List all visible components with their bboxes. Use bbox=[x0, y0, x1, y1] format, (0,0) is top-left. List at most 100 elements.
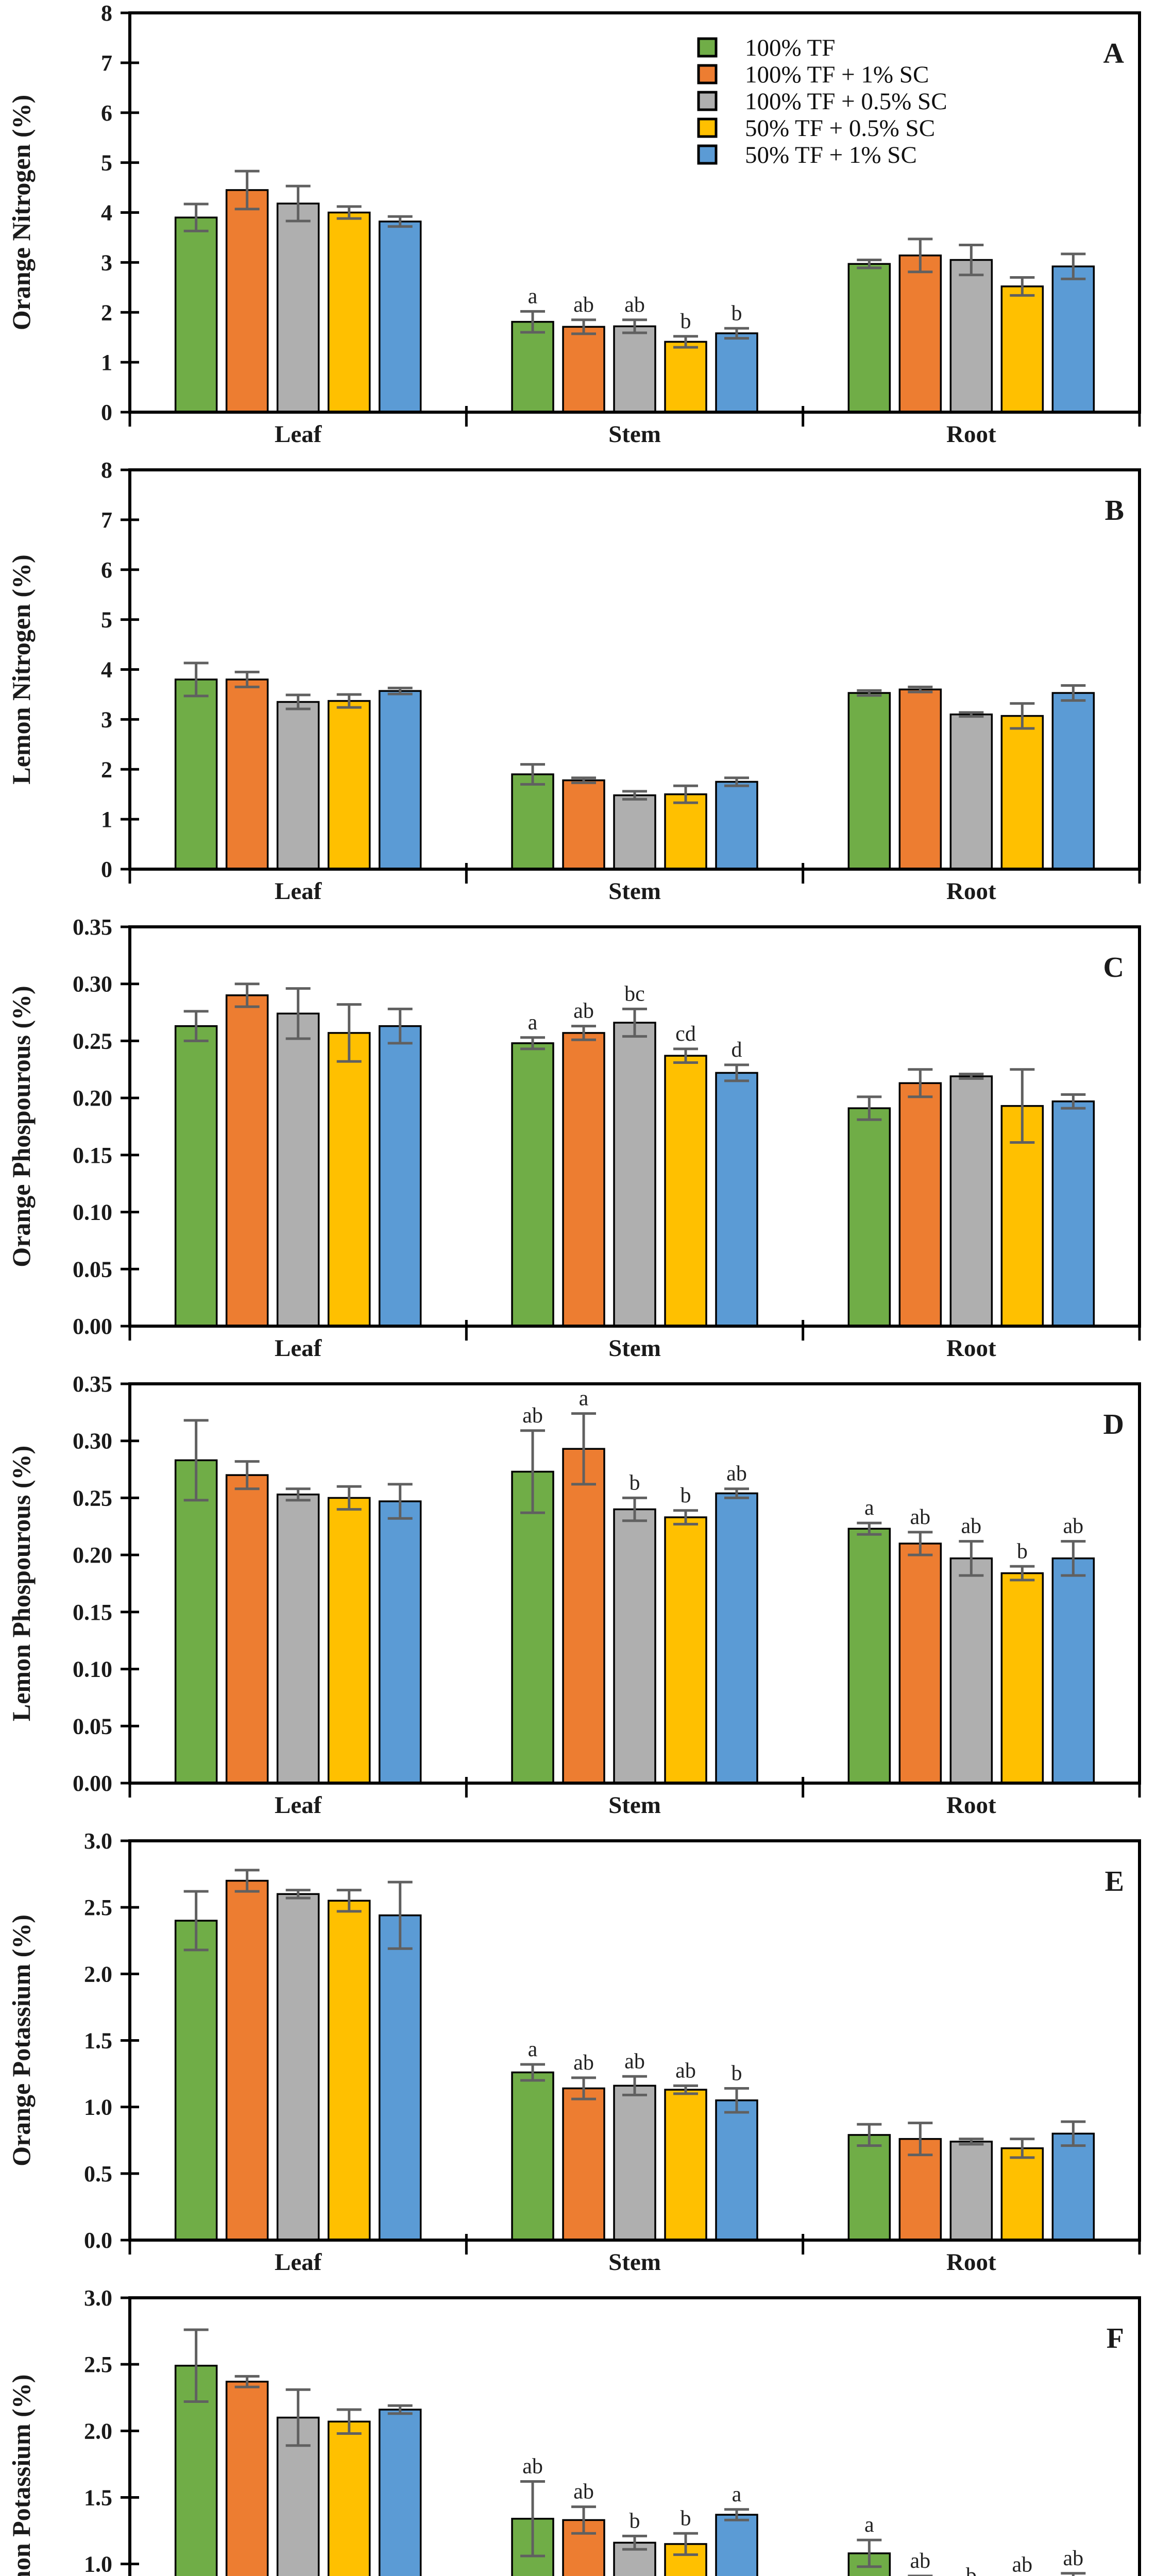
error-bar bbox=[673, 2532, 698, 2556]
error-bar bbox=[387, 686, 413, 696]
y-tick-label: 0 bbox=[101, 857, 112, 882]
error-bar bbox=[673, 784, 698, 804]
y-tick-label: 5 bbox=[101, 150, 112, 176]
bar-stem-series3 bbox=[613, 1022, 656, 1327]
error-bar bbox=[520, 2480, 545, 2557]
y-tick-label: 0.10 bbox=[73, 1200, 112, 1225]
y-tick-label: 0.5 bbox=[84, 2161, 112, 2187]
error-bar bbox=[234, 1869, 260, 1893]
error-bar bbox=[908, 2122, 933, 2157]
error-bar bbox=[336, 205, 362, 220]
significance-letter: b bbox=[1017, 1539, 1028, 1563]
bar-stem-series2 bbox=[562, 1448, 605, 1784]
bar-leaf-series4 bbox=[327, 1032, 371, 1327]
bar-stem-series3 bbox=[613, 1508, 656, 1784]
y-tick-label: 2 bbox=[101, 757, 112, 782]
error-bar bbox=[336, 2408, 362, 2435]
error-bar bbox=[520, 1036, 545, 1050]
error-bar bbox=[622, 318, 647, 334]
legend-swatch bbox=[697, 64, 718, 84]
x-category-label: Root bbox=[946, 421, 996, 448]
error-bar bbox=[724, 1063, 749, 1082]
bar-leaf-series1 bbox=[174, 679, 218, 870]
bar-root-series2 bbox=[898, 1082, 942, 1327]
significance-letter: ab bbox=[1012, 2553, 1033, 2576]
y-tick-label: 0.35 bbox=[73, 914, 112, 940]
bar-root-series5 bbox=[1051, 692, 1095, 870]
significance-letter: bc bbox=[624, 982, 645, 1006]
bar-root-series5 bbox=[1051, 1100, 1095, 1327]
bar-root-series1 bbox=[847, 1528, 891, 1784]
y-tick-label: 4 bbox=[101, 657, 112, 683]
error-bar bbox=[234, 170, 260, 211]
y-tick-label: 4 bbox=[101, 200, 112, 226]
bar-leaf-series5 bbox=[378, 221, 422, 413]
bar-root-series3 bbox=[949, 2141, 993, 2241]
error-bar bbox=[1010, 276, 1035, 297]
significance-letter: ab bbox=[522, 1404, 543, 1428]
significance-letter: ab bbox=[573, 293, 594, 317]
error-bar bbox=[387, 2404, 413, 2415]
y-tick-label: 0.25 bbox=[73, 1028, 112, 1054]
bar-root-series1 bbox=[847, 1107, 891, 1327]
bar-stem-series4 bbox=[664, 2089, 707, 2241]
bar-root-series1 bbox=[847, 2134, 891, 2241]
bar-root-series3 bbox=[949, 1075, 993, 1327]
bars-layer bbox=[174, 662, 1095, 870]
bar-root-series4 bbox=[1000, 715, 1044, 870]
bar-leaf-series1 bbox=[174, 1920, 218, 2241]
significance-letter: ab bbox=[624, 293, 645, 317]
bars-layer bbox=[174, 982, 1095, 1327]
significance-letter: ab bbox=[910, 1505, 931, 1529]
significance-letter: cd bbox=[675, 1022, 696, 1046]
x-axis bbox=[128, 406, 1141, 427]
bar-stem-series2 bbox=[562, 1032, 605, 1327]
chart-panel-E: Leaf a ab ab ab b Stem Root 0.0 0.5 1.0 1.5 2.0 2.5 3.… bbox=[7, 1828, 1141, 2276]
error-bar bbox=[857, 1095, 882, 1121]
x-category-label: Stem bbox=[608, 1335, 661, 1362]
bar-leaf-series4 bbox=[327, 211, 371, 413]
bars-layer bbox=[174, 1869, 1095, 2241]
bar-leaf-series1 bbox=[174, 1025, 218, 1327]
error-bar bbox=[183, 202, 209, 232]
error-bar bbox=[183, 1010, 209, 1042]
error-bar bbox=[520, 1429, 545, 1514]
x-category-label: Leaf bbox=[275, 878, 322, 905]
error-bar bbox=[520, 763, 545, 786]
significance-letter: b bbox=[732, 301, 742, 325]
error-bar bbox=[908, 238, 933, 274]
chart-panel-A: Leaf a ab ab b b Stem Root 0 1 2 3 4 5 6 7 8 Orange Nitro… bbox=[7, 1, 1141, 448]
significance-letter: b bbox=[630, 2509, 640, 2533]
error-bar bbox=[622, 790, 647, 801]
legend-label: 100% TF + 0.5% SC bbox=[745, 88, 947, 115]
bar-root-series3 bbox=[949, 713, 993, 870]
error-bar bbox=[571, 1412, 596, 1486]
bars-layer bbox=[174, 1412, 1095, 1784]
bar-stem-series3 bbox=[613, 2084, 656, 2241]
y-tick-label: 2.5 bbox=[84, 2352, 112, 2377]
significance-letter: d bbox=[732, 1038, 742, 1062]
bar-root-series3 bbox=[949, 259, 993, 413]
bar-root-series5 bbox=[1051, 265, 1095, 413]
error-bar bbox=[183, 1419, 209, 1502]
error-bar bbox=[1061, 1093, 1086, 1110]
panel-letter: C bbox=[1103, 952, 1124, 984]
bar-leaf-series3 bbox=[276, 1012, 320, 1327]
error-bar bbox=[724, 1487, 749, 1499]
error-bar bbox=[336, 1003, 362, 1063]
y-tick-label: 8 bbox=[101, 457, 112, 483]
error-bar bbox=[234, 2375, 260, 2388]
y-tick-label: 2.0 bbox=[84, 1961, 112, 1987]
x-category-label: Leaf bbox=[275, 421, 322, 448]
bar-leaf-series5 bbox=[378, 1914, 422, 2241]
error-bar bbox=[1010, 702, 1035, 730]
bar-stem-series1 bbox=[511, 773, 554, 870]
bar-leaf-series1 bbox=[174, 216, 218, 413]
bar-root-series2 bbox=[898, 688, 942, 870]
significance-letter: ab bbox=[573, 2051, 594, 2075]
bar-leaf-series3 bbox=[276, 1494, 320, 1784]
error-bar bbox=[908, 1068, 933, 1098]
legend-swatch bbox=[697, 91, 718, 111]
error-bar bbox=[387, 1483, 413, 1520]
